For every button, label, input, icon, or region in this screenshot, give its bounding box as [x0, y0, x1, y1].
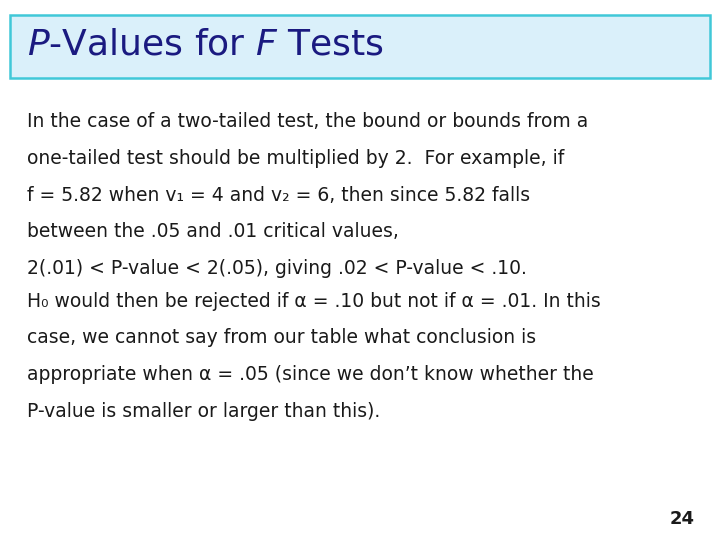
Text: f = 5.82 when v₁ = 4 and v₂ = 6, then since 5.82 falls: f = 5.82 when v₁ = 4 and v₂ = 6, then si…: [27, 186, 531, 205]
Text: In the case of a two-tailed test, the bound or bounds from a: In the case of a two-tailed test, the bo…: [27, 112, 589, 131]
Text: case, we cannot say from our table what conclusion is: case, we cannot say from our table what …: [27, 328, 536, 347]
Text: between the .05 and .01 critical values,: between the .05 and .01 critical values,: [27, 222, 399, 241]
Text: one-tailed test should be multiplied by 2.  For example, if: one-tailed test should be multiplied by …: [27, 149, 564, 168]
Text: H₀ would then be rejected if α = .10 but not if α = .01. In this: H₀ would then be rejected if α = .10 but…: [27, 292, 601, 310]
Text: 24: 24: [670, 510, 695, 528]
Text: P-value is smaller or larger than this).: P-value is smaller or larger than this).: [27, 402, 381, 421]
Text: 2(.01) < P-value < 2(.05), giving .02 < P-value < .10.: 2(.01) < P-value < 2(.05), giving .02 < …: [27, 259, 527, 278]
Text: appropriate when α = .05 (since we don’t know whether the: appropriate when α = .05 (since we don’t…: [27, 365, 594, 384]
FancyBboxPatch shape: [10, 15, 710, 78]
Text: $\mathit{P}$-Values for $\mathit{F}$ Tests: $\mathit{P}$-Values for $\mathit{F}$ Tes…: [27, 28, 384, 62]
